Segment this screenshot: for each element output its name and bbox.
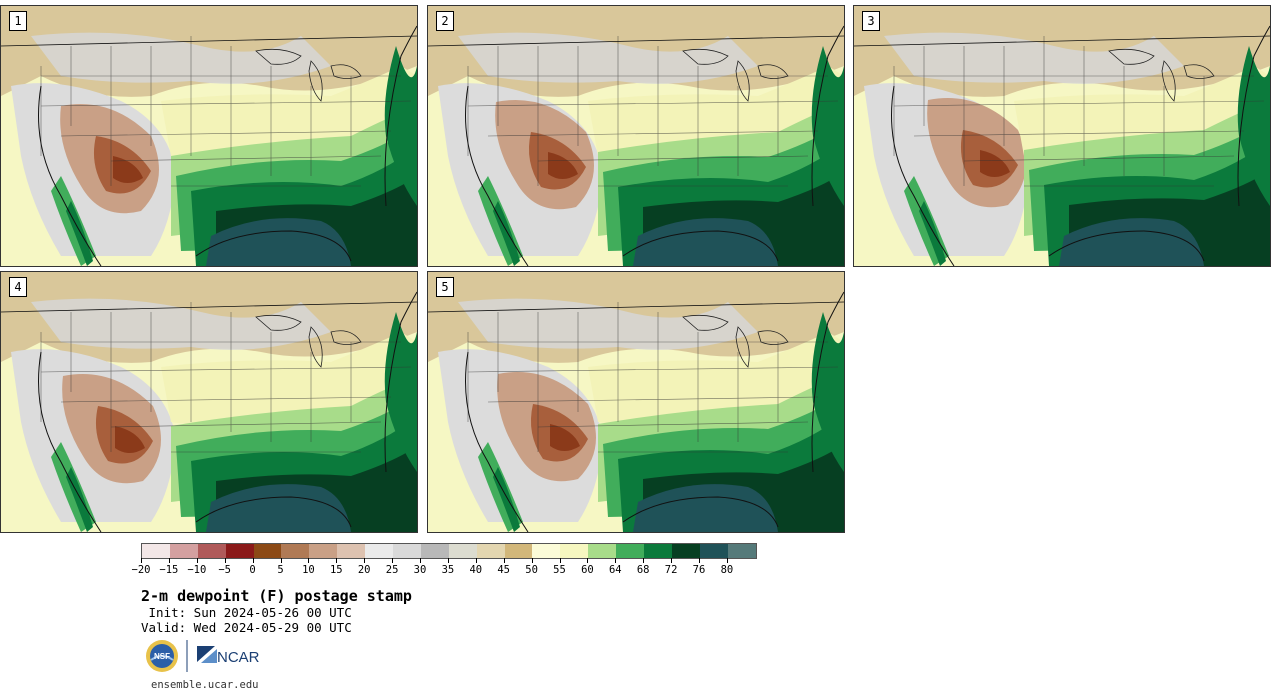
colorbar-swatch xyxy=(699,544,728,558)
dewpoint-map-4 xyxy=(1,272,417,532)
colorbar-tick-label: 68 xyxy=(636,564,650,576)
colorbar-tick xyxy=(168,558,170,563)
dewpoint-map-3 xyxy=(854,6,1270,266)
colorbar-tick xyxy=(196,558,198,563)
colorbar-tick-label: 10 xyxy=(302,564,315,576)
colorbar-swatch xyxy=(365,544,394,558)
colorbar-swatch xyxy=(337,544,366,558)
colorbar-swatch xyxy=(588,544,617,558)
dewpoint-map-5 xyxy=(428,272,844,532)
colorbar-tick xyxy=(336,558,338,563)
member-label-1: 1 xyxy=(9,11,27,31)
colorbar-tick-label: 45 xyxy=(497,564,511,576)
init-time: Init: Sun 2024-05-26 00 UTC xyxy=(141,605,352,620)
colorbar-tick xyxy=(503,558,505,563)
colorbar-tick-label: −20 xyxy=(131,564,151,576)
dewpoint-colorbar xyxy=(141,543,757,559)
colorbar-tick-label: 40 xyxy=(469,564,483,576)
colorbar-tick-label: 64 xyxy=(608,564,622,576)
colorbar-tick xyxy=(475,558,477,563)
colorbar-swatch xyxy=(476,544,505,558)
colorbar-swatch xyxy=(644,544,672,558)
colorbar-tick xyxy=(308,558,310,563)
ensemble-member-map-4: 4 xyxy=(0,271,418,533)
colorbar-tick xyxy=(559,558,561,563)
ensemble-member-map-2: 2 xyxy=(427,5,845,267)
colorbar-swatch xyxy=(142,544,170,558)
colorbar-swatch xyxy=(393,544,421,558)
colorbar-tick-label: 20 xyxy=(357,564,371,576)
colorbar-swatch xyxy=(225,544,254,558)
ensemble-member-map-1: 1 xyxy=(0,5,418,267)
member-label-3: 3 xyxy=(862,11,880,31)
valid-time: Valid: Wed 2024-05-29 00 UTC xyxy=(141,620,352,635)
colorbar-swatch xyxy=(253,544,282,558)
colorbar-tick-label: 72 xyxy=(664,564,678,576)
colorbar-tick xyxy=(643,558,645,563)
colorbar-tick xyxy=(224,558,226,563)
colorbar-tick xyxy=(531,558,533,563)
colorbar-tick xyxy=(252,558,254,563)
colorbar-swatch xyxy=(727,544,756,558)
colorbar-tick-label: 80 xyxy=(720,564,734,576)
dewpoint-map-2 xyxy=(428,6,844,266)
colorbar-tick xyxy=(615,558,617,563)
colorbar-tick-label: 35 xyxy=(441,564,455,576)
nsf-logo: NSF xyxy=(146,640,178,672)
colorbar-swatch xyxy=(616,544,645,558)
colorbar-swatch xyxy=(420,544,449,558)
colorbar-tick xyxy=(699,558,700,563)
colorbar-swatch xyxy=(281,544,310,558)
ensemble-member-map-5: 5 xyxy=(427,271,845,533)
colorbar-swatch xyxy=(671,544,700,558)
colorbar-swatch xyxy=(532,544,561,558)
colorbar-tick-label: 55 xyxy=(553,564,566,576)
colorbar-tick-label: 25 xyxy=(385,564,399,576)
sponsor-logos: NSF NCAR xyxy=(146,640,260,672)
colorbar-tick-label: −15 xyxy=(159,564,179,576)
colorbar-tick xyxy=(392,558,394,563)
colorbar-tick xyxy=(280,558,282,563)
colorbar-tick xyxy=(364,558,366,563)
colorbar-tick-label: 50 xyxy=(525,564,538,576)
colorbar-tick xyxy=(671,558,673,563)
colorbar-swatch xyxy=(448,544,477,558)
member-label-5: 5 xyxy=(436,277,454,297)
colorbar-tick xyxy=(420,558,421,563)
colorbar-swatch xyxy=(504,544,533,558)
member-label-4: 4 xyxy=(9,277,27,297)
colorbar-tick-label: 5 xyxy=(277,564,284,576)
product-title: 2-m dewpoint (F) postage stamp xyxy=(141,587,412,605)
ncar-logo: NCAR xyxy=(197,646,260,666)
ncar-logo-text: NCAR xyxy=(217,649,260,666)
colorbar-swatch xyxy=(197,544,226,558)
colorbar-tick-label: 0 xyxy=(249,564,256,576)
colorbar-tick-label: −5 xyxy=(218,564,232,576)
colorbar-swatch xyxy=(309,544,338,558)
colorbar-tick-label: −10 xyxy=(187,564,207,576)
colorbar-tick-label: 76 xyxy=(692,564,706,576)
member-label-2: 2 xyxy=(436,11,454,31)
ensemble-member-map-3: 3 xyxy=(853,5,1271,267)
site-url: ensemble.ucar.edu xyxy=(151,679,259,691)
colorbar-tick xyxy=(141,558,142,563)
colorbar-tick xyxy=(447,558,449,563)
colorbar-tick-label: 15 xyxy=(329,564,343,576)
colorbar-tick xyxy=(587,558,589,563)
colorbar-tick-label: 60 xyxy=(581,564,594,576)
dewpoint-map-1 xyxy=(1,6,417,266)
nsf-logo-text: NSF xyxy=(154,652,170,661)
colorbar-swatch xyxy=(169,544,198,558)
colorbar-tick xyxy=(726,558,728,563)
colorbar-tick-labels: −20 −15 −10 −5 0 5 10 15 20 25 30 35 40 45 50 55 60 64 68 7… xyxy=(132,558,757,580)
colorbar-swatch xyxy=(560,544,589,558)
colorbar-tick-label: 30 xyxy=(413,564,427,576)
